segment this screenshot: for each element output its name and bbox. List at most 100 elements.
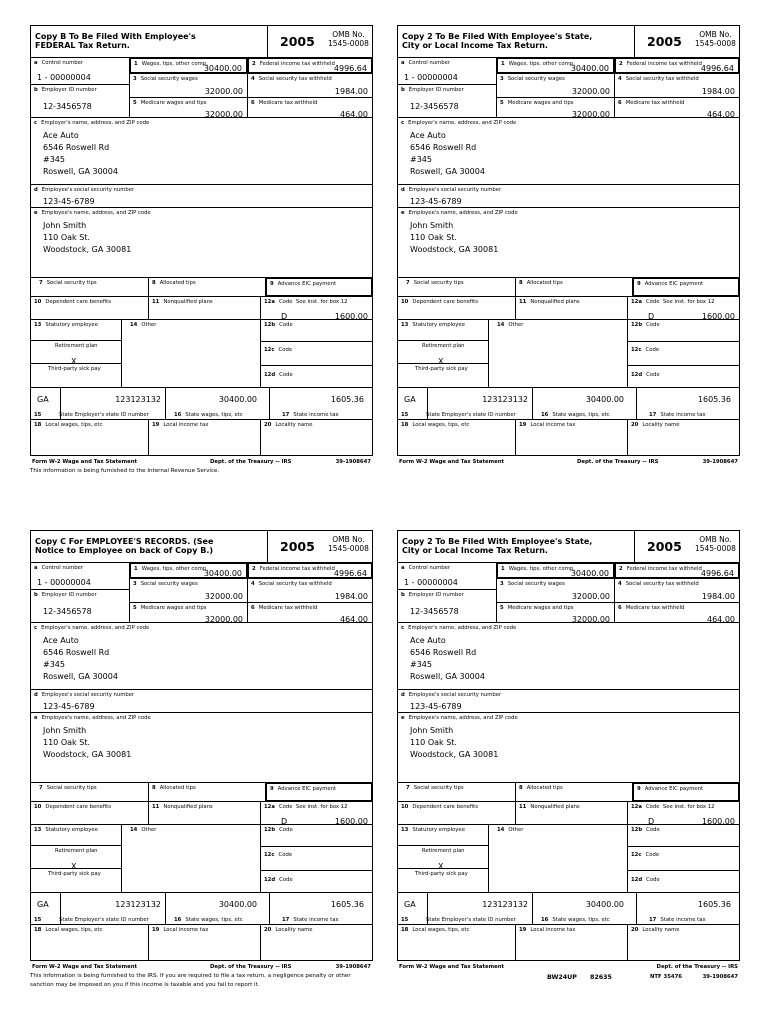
retirement-checkmark: X bbox=[438, 862, 444, 871]
box-label: 17 State income tax bbox=[282, 917, 339, 923]
box-label: b Employer ID number bbox=[401, 87, 464, 93]
retirement-checkmark: X bbox=[71, 862, 77, 871]
box-label: 4 Social security tax withheld bbox=[618, 76, 699, 82]
box-label: 18 Local wages, tips, etc bbox=[401, 927, 470, 933]
box-value: GA bbox=[404, 900, 416, 909]
box-6-medicare-tax: 6 Medicare tax withheld 464.00 bbox=[614, 97, 740, 119]
box-d-ssn: d Employee's social security number 123-45… bbox=[397, 689, 740, 713]
box-value: 1 - 00000004 bbox=[37, 73, 91, 82]
box-20-locality: 20 Locality name bbox=[260, 419, 373, 456]
form-name: Form W-2 Wage and Tax Statement bbox=[399, 964, 505, 970]
box-13-statutory: 13 Statutory employee bbox=[397, 824, 489, 846]
box-label: Third-party sick pay bbox=[48, 871, 101, 877]
employee-address: John Smith 110 Oak St. Woodstock, GA 30081 bbox=[43, 221, 132, 254]
box-label: 4 Social security tax withheld bbox=[251, 581, 332, 587]
box-11-nonqualified: 11 Nonqualified plans bbox=[148, 801, 261, 825]
box-12b: 12b Code bbox=[260, 824, 373, 847]
box-12d: 12d Code bbox=[627, 365, 740, 388]
box-d-ssn: d Employee's social security number 123-45… bbox=[397, 184, 740, 208]
box-17-state-tax: 1605.36 17 State income tax bbox=[269, 387, 373, 420]
box-value: 12-3456578 bbox=[410, 102, 459, 111]
box-label: 12c Code bbox=[631, 852, 660, 858]
box-3-ss-wages: 3 Social security wages 32000.00 bbox=[496, 73, 615, 98]
box-label: 12b Code bbox=[264, 827, 293, 833]
box-label: 11 Nonqualified plans bbox=[519, 804, 580, 810]
box-a-control-number: a Control number 1 - 00000004 bbox=[30, 562, 130, 590]
box-label: 12b Code bbox=[631, 827, 660, 833]
box-label: 6 Medicare tax withheld bbox=[618, 100, 685, 106]
box-18-local-wages: 18 Local wages, tips, etc bbox=[30, 924, 149, 961]
box-label: d Employee's social security number bbox=[34, 187, 135, 193]
box-value: 1984.00 bbox=[334, 87, 368, 96]
box-value: GA bbox=[404, 395, 416, 404]
box-value: 464.00 bbox=[707, 615, 735, 624]
box-9-eic: 9 Advance EIC payment bbox=[632, 782, 740, 802]
box-value: 1 - 00000004 bbox=[404, 73, 458, 82]
box-2-federal-tax: 2 Federal income tax withheld 4996.64 bbox=[247, 562, 373, 579]
box-19-local-tax: 19 Local income tax bbox=[515, 419, 628, 456]
box-b-employer-id: b Employer ID number 12-3456578 bbox=[30, 84, 130, 118]
box-label: 18 Local wages, tips, etc bbox=[401, 422, 470, 428]
box-value: 32000.00 bbox=[571, 110, 610, 119]
tax-year: 2005 bbox=[280, 539, 315, 554]
box-value: 12-3456578 bbox=[43, 102, 92, 111]
box-label: 19 Local income tax bbox=[519, 422, 576, 428]
box-value: 1984.00 bbox=[701, 592, 735, 601]
box-label: 3 Social security wages bbox=[500, 581, 565, 587]
box-label: d Employee's social security number bbox=[401, 187, 502, 193]
box-e-employee: e Employee's name, address, and ZIP code J… bbox=[397, 712, 740, 783]
box-value: GA bbox=[37, 900, 49, 909]
box-value: GA bbox=[37, 395, 49, 404]
box-label: 18 Local wages, tips, etc bbox=[34, 927, 103, 933]
form-name: Form W-2 Wage and Tax Statement bbox=[32, 964, 138, 970]
box-18-local-wages: 18 Local wages, tips, etc bbox=[30, 419, 149, 456]
box-18-local-wages: 18 Local wages, tips, etc bbox=[397, 419, 516, 456]
box-2-federal-tax: 2 Federal income tax withheld 4996.64 bbox=[614, 57, 740, 74]
box-b-employer-id: b Employer ID number 12-3456578 bbox=[30, 589, 130, 623]
box-label: State Employer's state ID number bbox=[426, 917, 516, 923]
omb-number: OMB No. 1545-0008 bbox=[328, 30, 369, 48]
box-13-thirdparty: Third-party sick pay bbox=[397, 363, 489, 388]
box-value: 1605.36 bbox=[697, 900, 731, 909]
box-d-ssn: d Employee's social security number 123-45… bbox=[30, 689, 373, 713]
box-label: 15 bbox=[401, 412, 409, 418]
box-6-medicare-tax: 6 Medicare tax withheld 464.00 bbox=[614, 602, 740, 624]
box-value: 32000.00 bbox=[204, 87, 243, 96]
box-label: 2 Federal income tax withheld bbox=[252, 61, 335, 67]
box-8-allocated-tips: 8 Allocated tips bbox=[148, 782, 266, 802]
box-7-ss-tips: 7 Social security tips bbox=[30, 277, 149, 297]
box-label: 12d Code bbox=[264, 877, 293, 883]
box-20-locality: 20 Locality name bbox=[627, 419, 740, 456]
box-10-dependent-care: 10 Dependent care benefits bbox=[397, 801, 516, 825]
box-13-retirement: Retirement plan X bbox=[30, 845, 122, 871]
box-e-employee: e Employee's name, address, and ZIP code J… bbox=[30, 712, 373, 783]
box-17-state-tax: 1605.36 17 State income tax bbox=[636, 892, 740, 925]
box-label: 4 Social security tax withheld bbox=[251, 76, 332, 82]
box-10-dependent-care: 10 Dependent care benefits bbox=[30, 801, 149, 825]
box-value: 123123132 bbox=[482, 395, 528, 404]
box-value: 1984.00 bbox=[334, 592, 368, 601]
form-name: Form W-2 Wage and Tax Statement bbox=[399, 459, 505, 465]
box-label: 6 Medicare tax withheld bbox=[618, 605, 685, 611]
year-box: 2005 OMB No. 1545-0008 bbox=[267, 25, 373, 58]
box-value: 4996.64 bbox=[700, 64, 734, 73]
box-10-dependent-care: 10 Dependent care benefits bbox=[397, 296, 516, 320]
box-value: 32000.00 bbox=[204, 110, 243, 119]
box-4-ss-tax: 4 Social security tax withheld 1984.00 bbox=[614, 73, 740, 98]
omb-number: OMB No. 1545-0008 bbox=[328, 535, 369, 553]
box-value: 1984.00 bbox=[701, 87, 735, 96]
box-1-wages: 1 Wages, tips, other comp. 30400.00 bbox=[496, 57, 615, 74]
box-label: 9 Advance EIC payment bbox=[637, 281, 704, 287]
box-label: 20 Locality name bbox=[631, 422, 680, 428]
box-3-ss-wages: 3 Social security wages 32000.00 bbox=[496, 578, 615, 603]
box-label: 20 Locality name bbox=[264, 927, 313, 933]
box-label: 10 Dependent care benefits bbox=[401, 299, 479, 305]
box-label: 12c Code bbox=[631, 347, 660, 353]
employer-ein: 39-1908647 bbox=[702, 974, 738, 980]
box-12c: 12c Code bbox=[627, 341, 740, 366]
box-15-state-id: 123123132 15 State Employer's state ID num… bbox=[34, 892, 166, 925]
box-9-eic: 9 Advance EIC payment bbox=[265, 782, 373, 802]
box-label: Third-party sick pay bbox=[48, 366, 101, 372]
box-label: 19 Local income tax bbox=[152, 927, 209, 933]
box-8-allocated-tips: 8 Allocated tips bbox=[148, 277, 266, 297]
